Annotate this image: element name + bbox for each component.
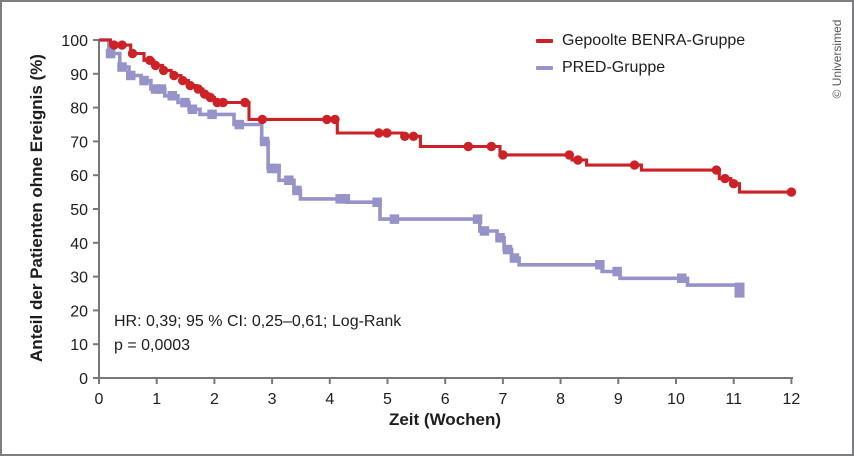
pred-censor-mark	[126, 70, 136, 81]
pred-censor-mark	[495, 233, 505, 243]
pred-censor-mark	[271, 163, 281, 174]
x-tick-label: 12	[783, 391, 801, 408]
y-tick-label: 80	[70, 101, 88, 118]
benra-censor-mark	[720, 173, 730, 184]
benra-censor-mark	[573, 155, 583, 165]
legend: Gepoolte BENRA-Gruppe PRED-Gruppe	[536, 32, 745, 77]
pred-censor-mark	[180, 97, 190, 108]
benra-censor-mark	[169, 70, 179, 81]
y-tick-label: 10	[70, 337, 88, 354]
y-tick-label: 40	[70, 236, 88, 253]
benra-censor-mark	[158, 65, 169, 76]
pred-censor-mark	[259, 136, 270, 147]
hr-ci-text: HR: 0,39; 95 % CI: 0,25–0,61; Log-Rank	[114, 313, 402, 330]
benra-censor-mark	[257, 114, 267, 125]
y-tick-label: 70	[70, 134, 88, 151]
y-tick-label: 0	[79, 371, 88, 388]
pred-censor-mark	[150, 84, 161, 94]
pred-censor-mark	[372, 197, 382, 207]
benra-censor-mark	[629, 160, 640, 170]
stats-annotation: HR: 0,39; 95 % CI: 0,25–0,61; Log-Rank p…	[114, 310, 401, 358]
pred-censor-mark	[612, 266, 622, 277]
benra-censor-mark	[463, 141, 473, 152]
benra-censor-mark	[117, 40, 127, 50]
benra-censor-mark	[322, 114, 332, 125]
benra-censor-mark	[185, 80, 195, 91]
x-tick-label: 4	[325, 391, 334, 408]
x-tick-label: 8	[556, 391, 565, 408]
benra-censor-mark	[178, 75, 188, 86]
x-tick-label: 0	[95, 391, 104, 408]
x-tick-label: 5	[383, 391, 392, 408]
y-tick-label: 20	[70, 303, 88, 320]
pred-censor-mark	[677, 273, 687, 283]
pred-censor-mark	[139, 75, 149, 86]
pred-censor-mark	[167, 91, 177, 101]
x-axis-title: Zeit (Wochen)	[388, 410, 502, 429]
pred-censor-mark	[284, 175, 294, 185]
x-tick-label: 1	[152, 391, 161, 408]
x-tick-label: 6	[441, 391, 450, 408]
y-tick-label: 100	[61, 33, 88, 50]
benra-censor-mark	[193, 84, 203, 94]
benra-censor-mark	[382, 128, 392, 138]
benra-censor-mark	[498, 150, 508, 160]
y-tick-label: 30	[70, 270, 88, 287]
pred-censor-mark	[335, 194, 345, 204]
legend-label-benra: Gepoolte BENRA-Gruppe	[562, 32, 746, 49]
x-tick-label: 2	[210, 391, 219, 408]
copyright-watermark: © Universimed	[830, 19, 844, 99]
pred-censor-mark	[207, 109, 217, 120]
pred-censor-mark	[595, 260, 605, 270]
benra-censor-mark	[408, 131, 419, 141]
pred-censor-mark	[156, 84, 167, 94]
benra-censor-mark	[330, 114, 340, 125]
pred-censor-mark	[389, 214, 400, 224]
benra-censor-mark	[486, 141, 497, 152]
benra-censor-mark	[109, 40, 119, 50]
pred-censor-mark	[340, 194, 351, 204]
p-value-text: p = 0,0003	[114, 337, 191, 354]
benra-censor-mark	[205, 92, 216, 103]
benra-line-swatch	[536, 39, 553, 43]
pred-censor-mark	[117, 62, 127, 72]
pred-line-swatch	[536, 66, 553, 70]
x-tick-label: 7	[498, 391, 507, 408]
pred-censor-mark	[234, 119, 244, 130]
benra-censor-mark	[240, 97, 250, 108]
x-tick-label: 10	[667, 391, 685, 408]
benra-censor-mark	[127, 48, 138, 59]
legend-item-pred: PRED-Gruppe	[536, 59, 745, 77]
pred-censor-mark	[479, 226, 490, 236]
x-tick-label: 11	[725, 391, 742, 408]
benra-censor-mark	[564, 150, 574, 160]
x-tick-label: 9	[614, 391, 623, 408]
pred-censor-mark	[509, 253, 520, 263]
y-axis-title: Anteil der Patienten ohne Ereignis (%)	[27, 54, 46, 362]
benra-censor-mark	[711, 165, 722, 175]
pred-censor-mark	[292, 185, 302, 196]
pred-censor-mark	[734, 282, 745, 298]
benra-censor-mark	[729, 179, 739, 189]
pred-censor-mark	[105, 48, 116, 59]
benra-censor-mark	[374, 128, 384, 138]
legend-label-pred: PRED-Gruppe	[562, 59, 666, 76]
benra-censor-mark	[786, 187, 797, 197]
benra-censor-mark	[150, 60, 161, 71]
pred-censor-mark	[502, 244, 513, 255]
y-tick-label: 60	[70, 168, 88, 185]
benra-censor-mark	[218, 97, 228, 108]
legend-item-benra: Gepoolte BENRA-Gruppe	[536, 32, 745, 50]
y-tick-label: 90	[70, 67, 88, 84]
pred-censor-mark	[472, 214, 483, 224]
pred-censor-mark	[187, 104, 198, 114]
y-tick-label: 50	[70, 202, 88, 219]
x-tick-label: 3	[268, 391, 277, 408]
benra-censor-mark	[400, 131, 410, 141]
pred-curve	[99, 38, 741, 292]
